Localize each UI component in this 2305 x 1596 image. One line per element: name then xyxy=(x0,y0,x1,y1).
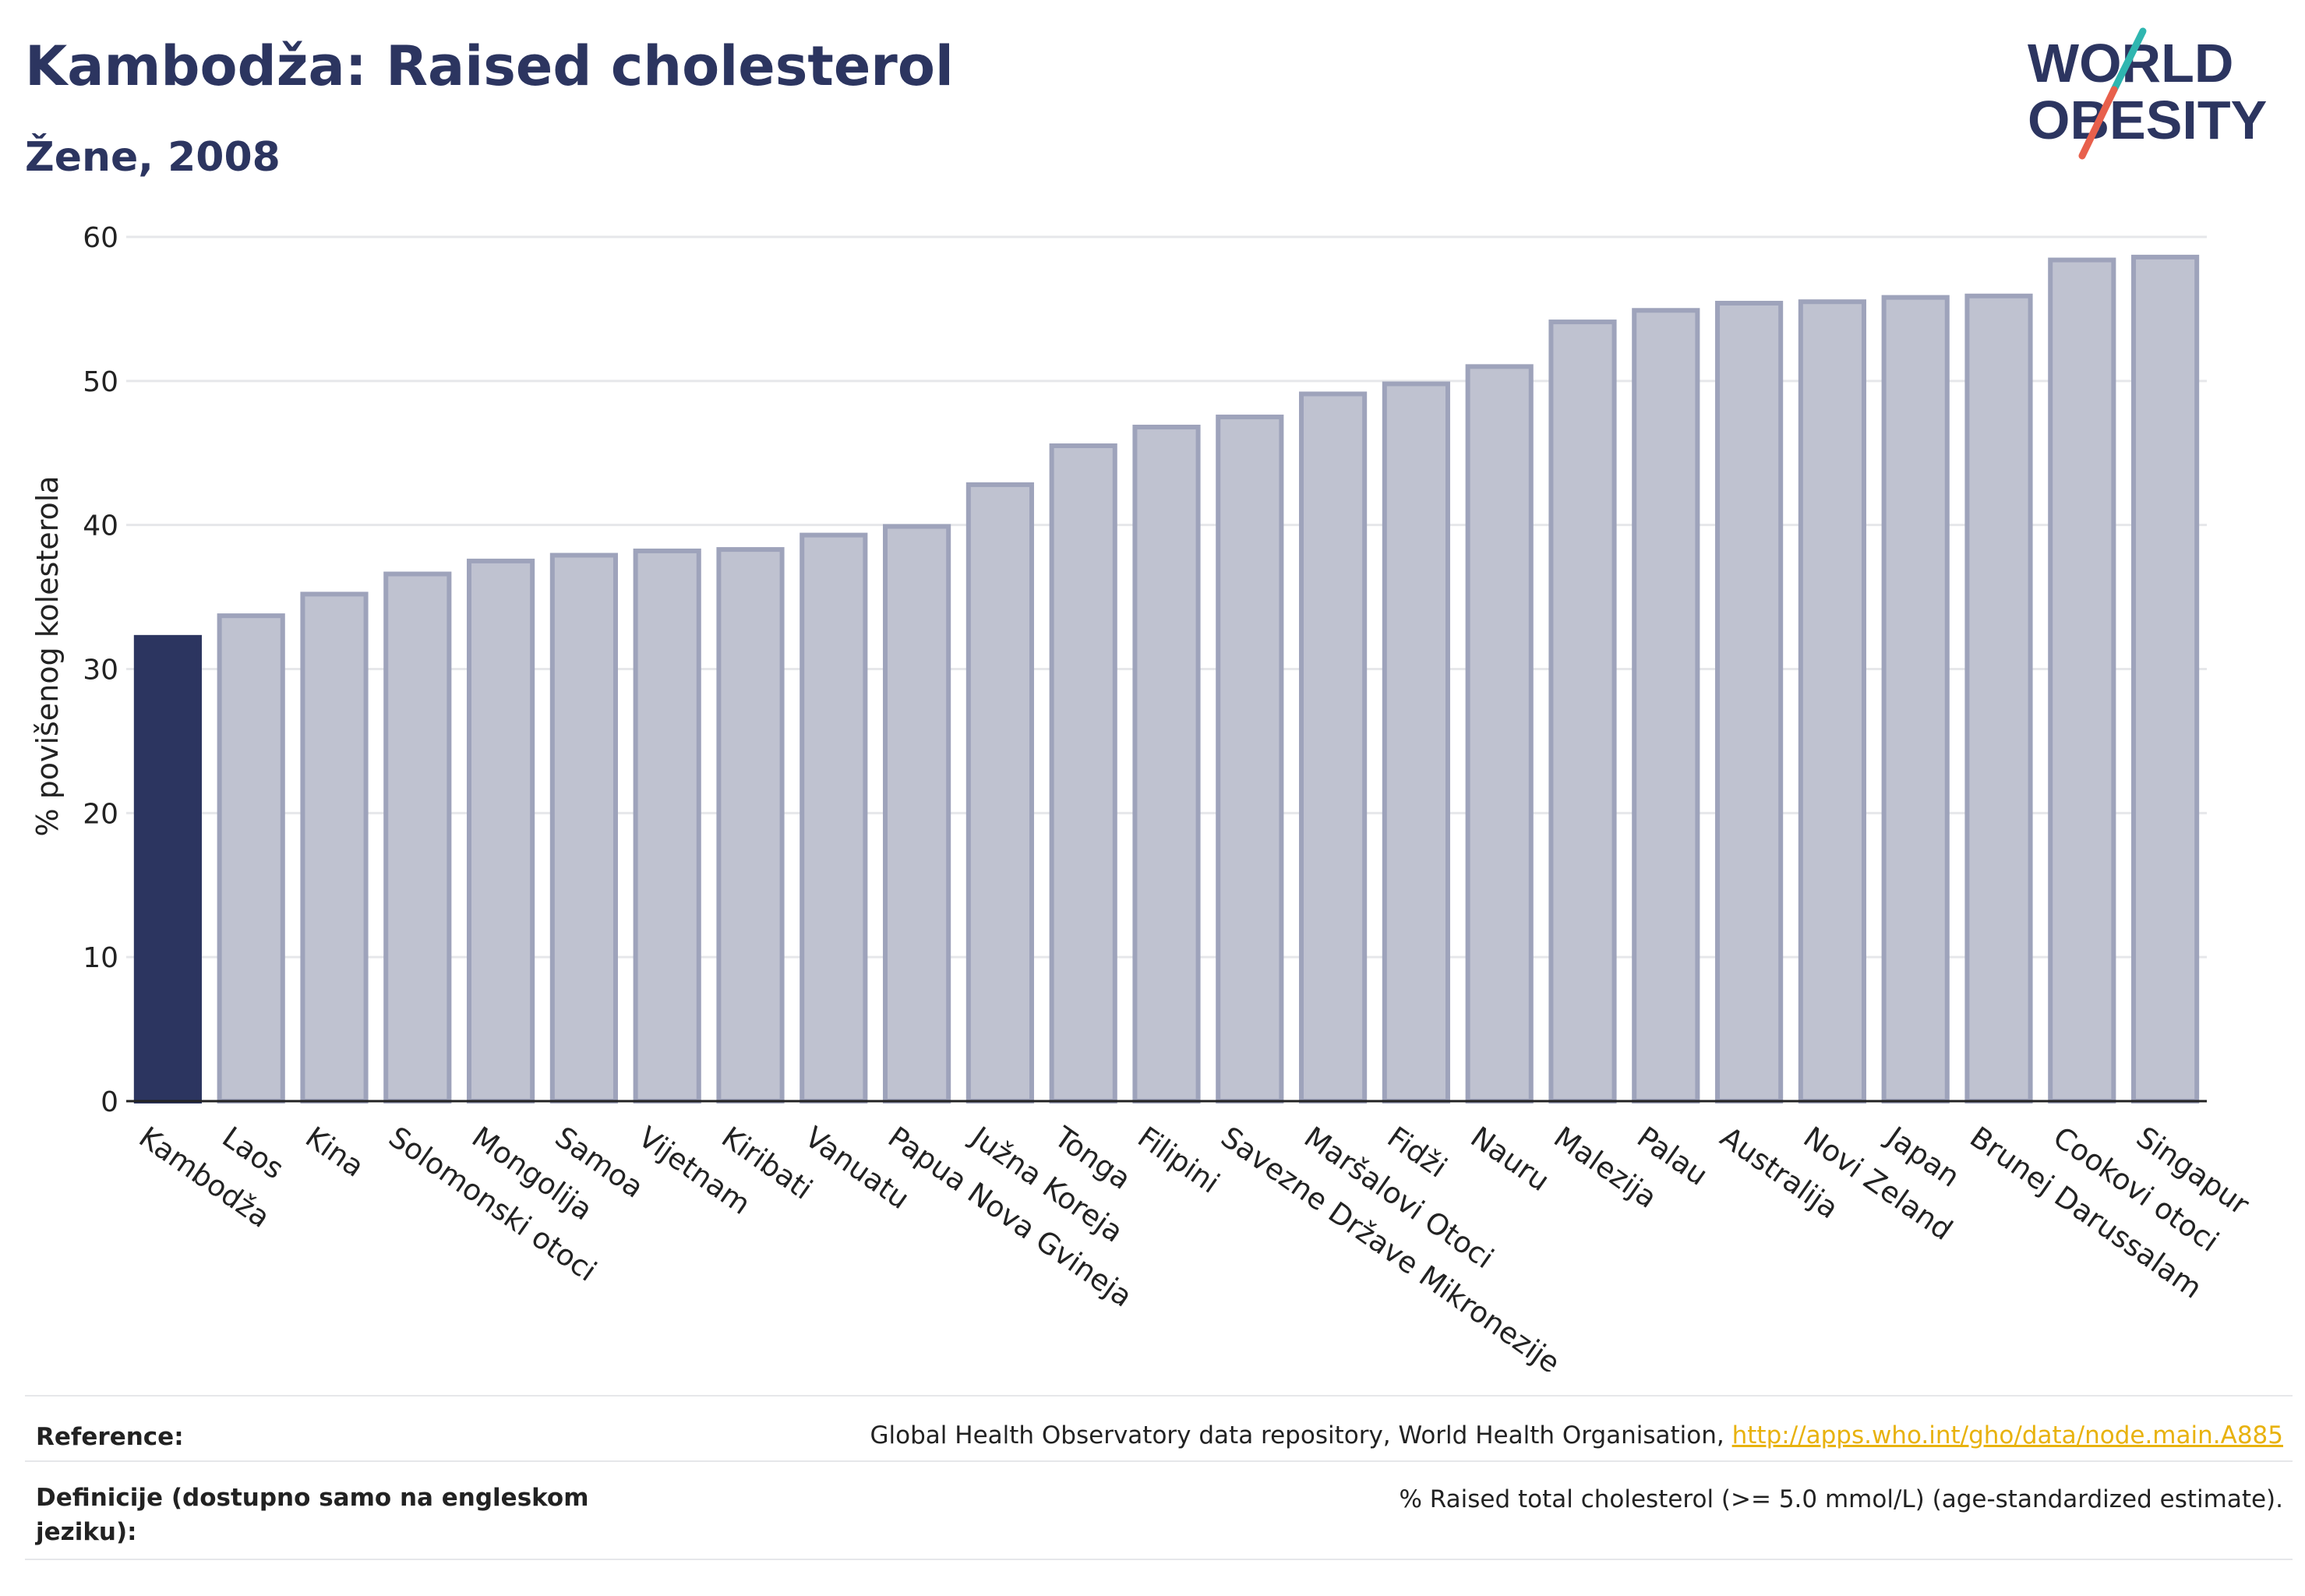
bar-papua-nova-gvineja xyxy=(883,524,951,1103)
bar-malezija xyxy=(1548,320,1617,1103)
y-tick-label: 60 xyxy=(83,222,118,254)
x-tick-label: Filipini xyxy=(1131,1120,1225,1199)
y-tick-label: 20 xyxy=(83,798,118,830)
y-tick-label: 10 xyxy=(83,942,118,974)
world-obesity-logo: WORLD OBESITY xyxy=(2028,27,2267,160)
x-tick-label: Kina xyxy=(299,1120,370,1183)
bar-savezne-države-mikronezije xyxy=(1216,415,1284,1103)
bar-kina xyxy=(300,591,369,1103)
x-tick-label: Nauru xyxy=(1464,1120,1555,1198)
bar-japan xyxy=(1881,295,1950,1103)
bar-novi-zeland xyxy=(1798,299,1866,1103)
chart-title: Kambodža: Raised cholesterol xyxy=(25,34,954,98)
bar-australija xyxy=(1715,301,1784,1104)
bar-nauru xyxy=(1465,364,1534,1104)
bar-južna-koreja xyxy=(965,482,1034,1103)
bar-singapur xyxy=(2131,254,2200,1103)
bar-cookovi-otoci xyxy=(2048,257,2116,1103)
bar-kiribati xyxy=(716,547,785,1103)
bar-filipini xyxy=(1132,424,1201,1103)
reference-text: Global Health Observatory data repositor… xyxy=(870,1421,1732,1449)
bars xyxy=(133,254,2200,1104)
bar-palau xyxy=(1632,308,1700,1103)
definition-value: % Raised total cholesterol (>= 5.0 mmol/… xyxy=(1399,1485,2283,1513)
bar-samoa xyxy=(549,553,618,1103)
reference-label: Reference: xyxy=(36,1423,184,1451)
reference-link[interactable]: http://apps.who.int/gho/data/node.main.A… xyxy=(1731,1421,2283,1449)
y-tick-label: 50 xyxy=(83,366,118,398)
logo-slash-coral-icon xyxy=(2078,86,2118,160)
bar-brunej-darussalam xyxy=(1964,293,2033,1104)
reference-value: Global Health Observatory data repositor… xyxy=(870,1421,2283,1449)
logo-slash-teal-icon xyxy=(2110,27,2147,94)
y-tick-label: 30 xyxy=(83,655,118,687)
bar-solomonski-otoci xyxy=(383,571,452,1103)
y-axis-label: % povišenog kolesterola xyxy=(30,475,65,836)
definition-label: Definicije (dostupno samo na engleskom j… xyxy=(36,1484,589,1546)
chart-subtitle: Žene, 2008 xyxy=(25,134,281,181)
footer-divider-bottom xyxy=(25,1559,2293,1560)
y-tick-label: 40 xyxy=(83,510,118,542)
footer-divider-middle xyxy=(25,1460,2293,1462)
bar-laos xyxy=(217,613,285,1103)
bar-mongolija xyxy=(467,558,535,1103)
footer-divider-top xyxy=(25,1395,2293,1396)
bar-fidži xyxy=(1382,381,1450,1103)
bar-kambodža xyxy=(133,634,202,1103)
bar-vanuatu xyxy=(800,532,868,1103)
logo-line2: OBESITY xyxy=(2028,90,2267,150)
bar-vijetnam xyxy=(633,548,701,1103)
y-tick-label: 0 xyxy=(101,1086,118,1118)
bar-tonga xyxy=(1049,443,1117,1103)
bar-maršalovi-otoci xyxy=(1299,391,1368,1103)
